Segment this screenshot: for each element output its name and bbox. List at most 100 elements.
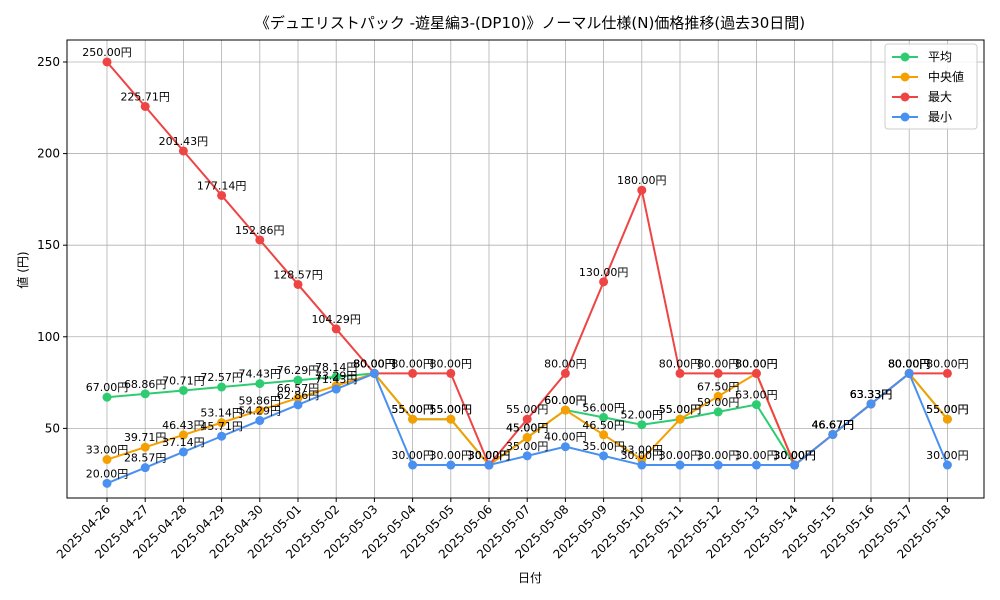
data-label: 52.00円 [621, 409, 664, 422]
data-label: 30.00円 [468, 449, 511, 462]
data-point [217, 418, 227, 428]
data-label: 30.00円 [621, 449, 664, 462]
data-label: 30.00円 [773, 449, 816, 462]
data-point [484, 460, 494, 470]
data-label: 30.00円 [773, 449, 816, 462]
data-point [713, 368, 723, 378]
data-point [255, 379, 265, 389]
data-label: 46.50円 [582, 419, 625, 432]
y-tick-label: 50 [45, 421, 60, 435]
data-point [217, 431, 227, 441]
data-label: 40.00円 [544, 431, 587, 444]
legend-marker [900, 92, 910, 102]
data-label: 63.33円 [850, 388, 893, 401]
data-label: 180.00円 [617, 174, 667, 187]
data-label: 80.00円 [430, 357, 473, 370]
data-point [751, 400, 761, 410]
data-point [599, 430, 609, 440]
data-label: 80.00円 [391, 357, 434, 370]
data-label: 250.00円 [82, 46, 132, 59]
data-point [675, 368, 685, 378]
y-tick-label: 150 [37, 238, 60, 252]
data-label: 80.00円 [353, 357, 396, 370]
data-label: 66.57円 [277, 382, 320, 395]
data-point [369, 368, 379, 378]
data-label: 130.00円 [579, 266, 629, 279]
data-label: 80.00円 [353, 357, 396, 370]
data-point [293, 400, 303, 410]
y-axis-label: 値 (円) [15, 251, 30, 288]
data-point [293, 375, 303, 385]
data-point [102, 392, 112, 402]
data-label: 80.00円 [353, 357, 396, 370]
data-point [217, 382, 227, 392]
legend-marker [900, 72, 910, 82]
data-label: 55.00円 [391, 403, 434, 416]
data-label: 80.00円 [735, 357, 778, 370]
data-label: 104.29円 [311, 313, 361, 326]
legend-marker [900, 52, 910, 62]
data-label: 55.00円 [926, 403, 969, 416]
data-label: 74.43円 [239, 368, 282, 381]
data-label: 35.00円 [506, 440, 549, 453]
data-point [942, 414, 952, 424]
data-point [560, 442, 570, 452]
data-label: 80.00円 [888, 357, 931, 370]
data-label: 30.00円 [735, 449, 778, 462]
data-label: 55.00円 [430, 403, 473, 416]
data-label: 46.67円 [812, 418, 855, 431]
data-label: 59.00円 [697, 396, 740, 409]
data-point [331, 372, 341, 382]
data-label: 30.00円 [391, 449, 434, 462]
data-label: 53.14円 [200, 407, 243, 420]
data-label: 63.00円 [735, 389, 778, 402]
data-label: 152.86円 [235, 224, 285, 237]
data-label: 78.14円 [315, 361, 358, 374]
data-label: 80.00円 [544, 357, 587, 370]
data-point [102, 478, 112, 488]
data-label: 33.00円 [86, 444, 129, 457]
data-point [408, 460, 418, 470]
data-point [408, 414, 418, 424]
legend-marker [900, 112, 910, 122]
data-point [102, 455, 112, 465]
data-label: 46.43円 [162, 419, 205, 432]
data-label: 30.00円 [468, 449, 511, 462]
data-point [637, 185, 647, 195]
data-label: 80.00円 [659, 357, 702, 370]
data-label: 37.14円 [162, 436, 205, 449]
data-label: 201.43円 [159, 135, 209, 148]
data-label: 80.00円 [697, 357, 740, 370]
data-label: 55.00円 [506, 403, 549, 416]
grid-layer [67, 40, 984, 498]
data-point [331, 384, 341, 394]
data-label: 35.00円 [582, 440, 625, 453]
data-point [713, 460, 723, 470]
data-point [599, 412, 609, 422]
data-point [178, 146, 188, 156]
x-axis-label: 日付 [518, 571, 542, 585]
data-label: 60.00円 [544, 394, 587, 407]
legend-label: 最小 [928, 110, 952, 124]
data-point [522, 451, 532, 461]
y-tick-label: 250 [37, 55, 60, 69]
data-point [560, 405, 570, 415]
data-point [713, 407, 723, 417]
data-label: 45.00円 [506, 422, 549, 435]
data-point [828, 429, 838, 439]
data-label: 30.00円 [773, 449, 816, 462]
data-label: 80.00円 [888, 357, 931, 370]
data-label: 67.00円 [86, 381, 129, 394]
data-label: 28.57円 [124, 452, 167, 465]
data-label: 76.29円 [277, 364, 320, 377]
data-label: 63.33円 [850, 388, 893, 401]
data-point [293, 393, 303, 403]
data-label: 72.57円 [200, 371, 243, 384]
data-label: 128.57円 [273, 268, 323, 281]
data-label: 60.00円 [544, 394, 587, 407]
data-point [446, 414, 456, 424]
data-point [255, 416, 265, 426]
data-point [331, 324, 341, 334]
